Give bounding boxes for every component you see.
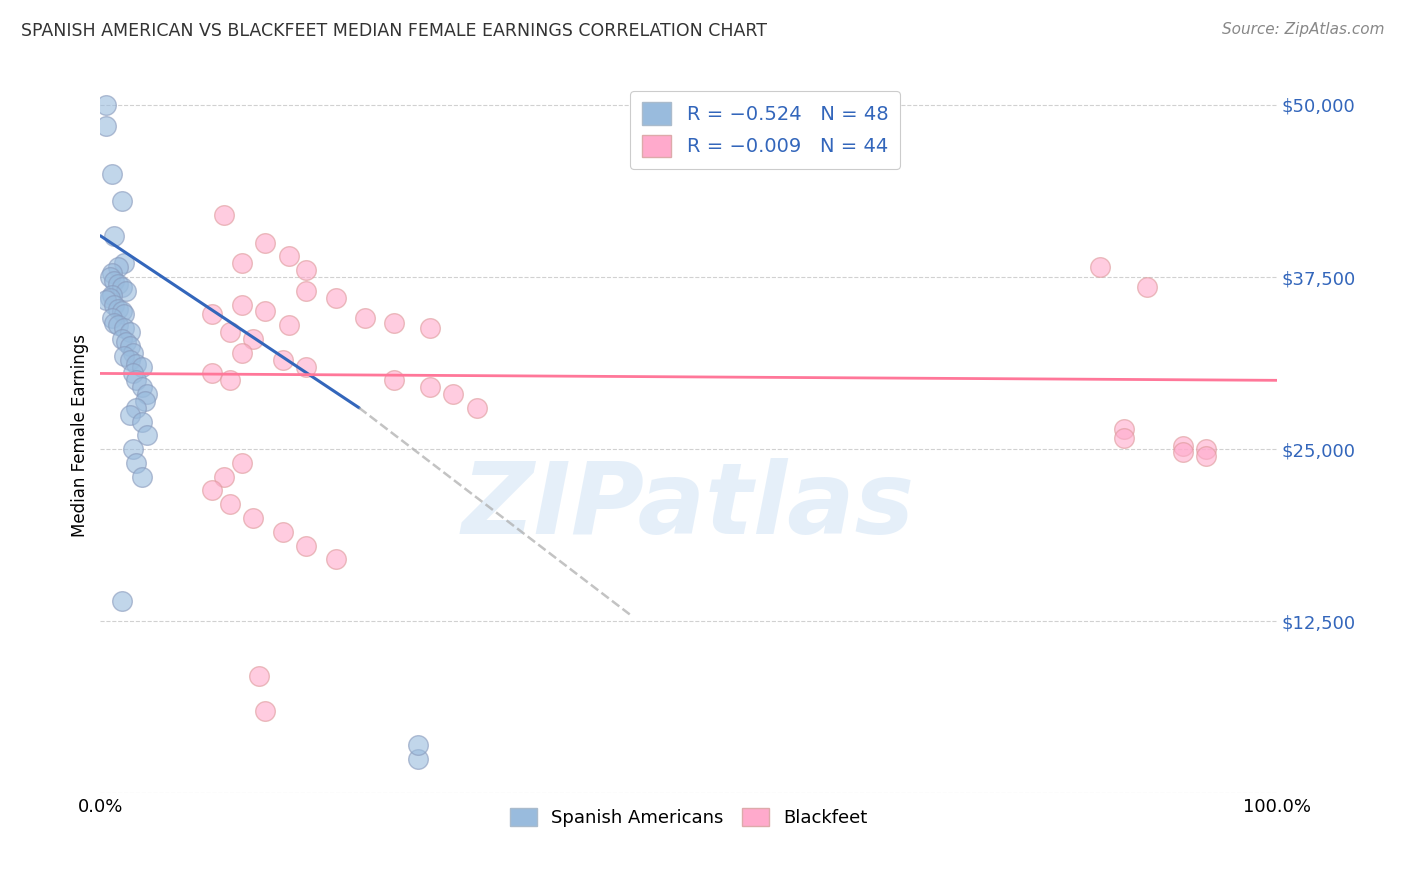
Legend: Spanish Americans, Blackfeet: Spanish Americans, Blackfeet [502,801,875,834]
Point [1112,421,1135,435]
Point [419,380,441,394]
Point [112,321,135,335]
Point [325,291,347,305]
Y-axis label: Median Female Earnings: Median Female Earnings [72,334,89,537]
Point [465,401,488,415]
Point [271,524,294,539]
Point [441,387,464,401]
Point [406,738,429,752]
Point [110,593,132,607]
Point [254,235,277,250]
Point [665,146,688,161]
Point [354,311,377,326]
Point [107,318,129,333]
Point [201,483,224,498]
Point [118,339,141,353]
Point [118,325,141,339]
Point [110,332,132,346]
Point [110,304,132,318]
Point [384,316,406,330]
Text: Source: ZipAtlas.com: Source: ZipAtlas.com [1222,22,1385,37]
Point [118,352,141,367]
Point [277,249,299,263]
Point [1195,449,1218,463]
Point [1112,431,1135,445]
Point [406,752,429,766]
Point [122,442,145,457]
Point [242,332,264,346]
Point [231,346,253,360]
Point [231,456,253,470]
Point [419,321,441,335]
Point [231,297,253,311]
Point [295,263,318,277]
Point [131,359,153,374]
Point [110,279,132,293]
Point [1171,439,1194,453]
Point [1090,260,1112,275]
Point [112,256,135,270]
Point [131,469,153,483]
Point [247,669,270,683]
Point [201,307,224,321]
Point [124,357,146,371]
Point [124,456,146,470]
Point [103,228,125,243]
Point [103,316,125,330]
Point [96,119,118,133]
Point [101,311,124,326]
Point [136,387,159,401]
Point [254,704,277,718]
Point [384,373,406,387]
Point [103,274,125,288]
Point [118,408,141,422]
Point [277,318,299,333]
Point [96,293,118,308]
Point [112,349,135,363]
Point [107,277,129,291]
Point [201,367,224,381]
Point [122,346,145,360]
Point [101,266,124,280]
Point [218,497,240,511]
Point [98,270,121,285]
Point [112,307,135,321]
Point [103,297,125,311]
Point [242,511,264,525]
Point [218,325,240,339]
Point [295,359,318,374]
Text: SPANISH AMERICAN VS BLACKFEET MEDIAN FEMALE EARNINGS CORRELATION CHART: SPANISH AMERICAN VS BLACKFEET MEDIAN FEM… [21,22,768,40]
Point [1195,442,1218,457]
Point [98,291,121,305]
Point [101,167,124,181]
Point [124,373,146,387]
Point [124,401,146,415]
Point [254,304,277,318]
Point [1136,279,1159,293]
Point [131,380,153,394]
Point [212,469,235,483]
Point [295,284,318,298]
Point [110,194,132,209]
Point [271,352,294,367]
Point [115,284,138,298]
Point [115,334,138,349]
Point [122,367,145,381]
Point [1171,445,1194,459]
Point [231,256,253,270]
Point [96,98,118,112]
Point [325,552,347,566]
Text: ZIPatlas: ZIPatlas [463,458,915,556]
Point [107,260,129,275]
Point [107,301,129,316]
Point [136,428,159,442]
Point [295,539,318,553]
Point [212,208,235,222]
Point [131,415,153,429]
Point [101,288,124,302]
Point [218,373,240,387]
Point [134,394,156,409]
